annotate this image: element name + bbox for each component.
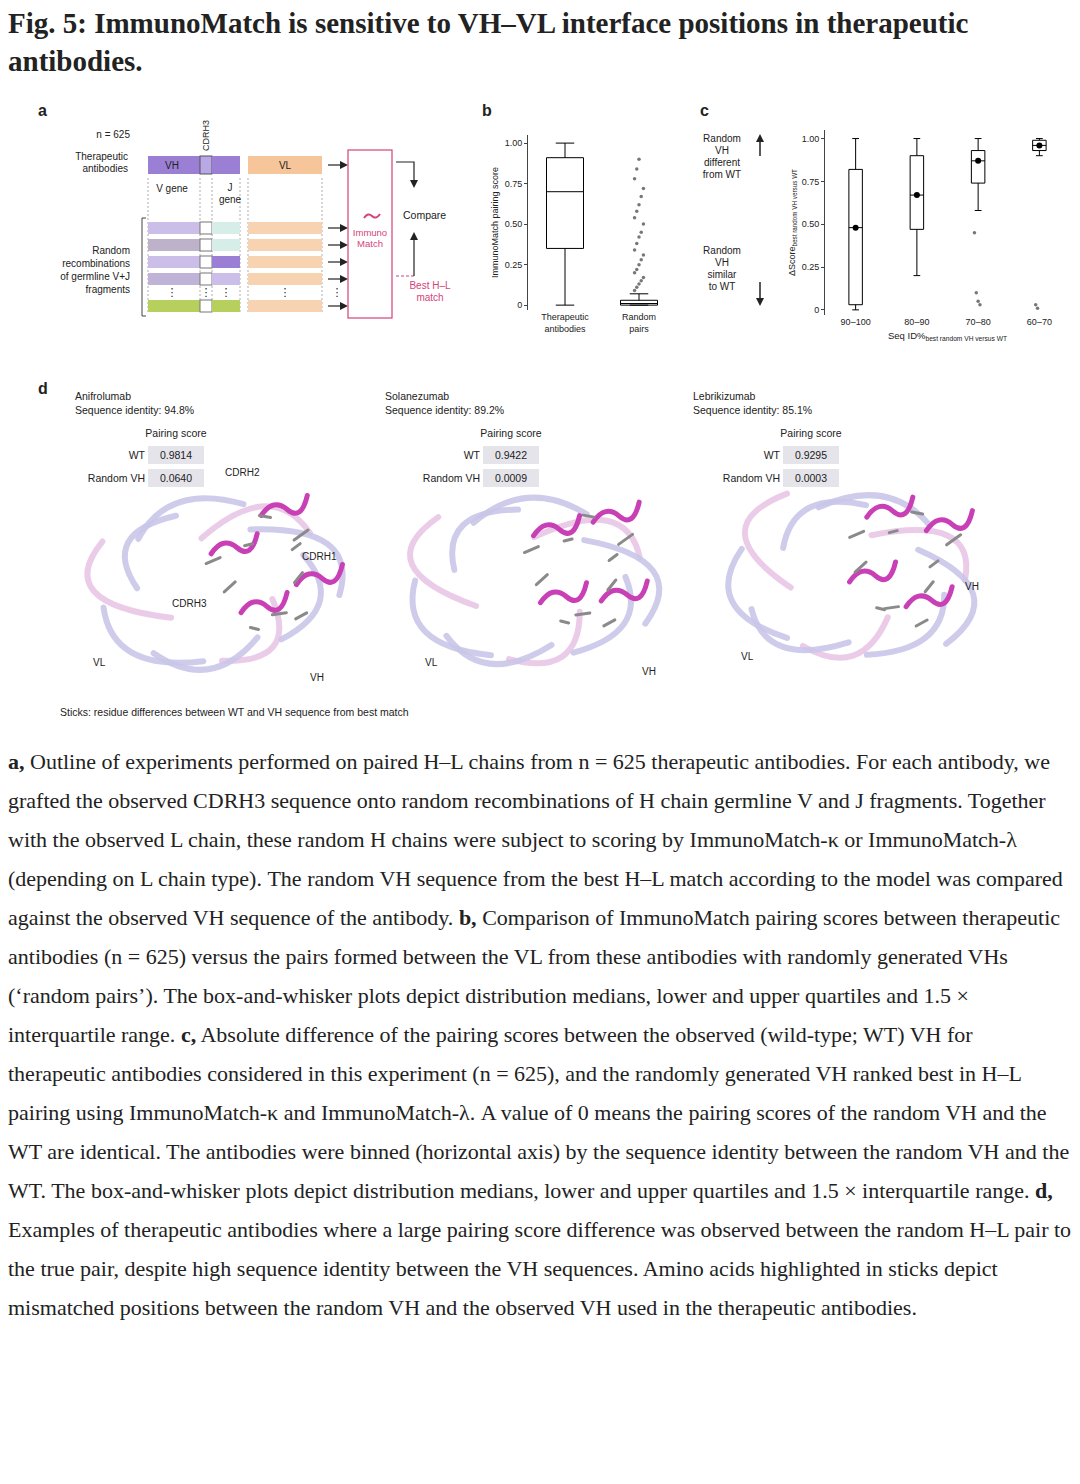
svg-text:Sequence identity: 85.1%: Sequence identity: 85.1%	[693, 404, 812, 416]
svg-text:ImmunoMatch pairing score: ImmunoMatch pairing score	[490, 167, 500, 278]
svg-text:Immuno: Immuno	[353, 227, 387, 238]
svg-text:Therapeutic: Therapeutic	[75, 151, 128, 162]
svg-text:Compare: Compare	[403, 209, 446, 221]
html-text:a, Outline of experiments perf: a, Outline of experiments performed on p…	[8, 749, 1070, 1203]
svg-text:0.0003: 0.0003	[795, 472, 827, 484]
svg-text:⋮: ⋮	[280, 286, 291, 298]
svg-text:Lebrikizumab: Lebrikizumab	[693, 390, 756, 402]
svg-text:0.50: 0.50	[802, 219, 820, 229]
svg-text:VH: VH	[715, 257, 729, 268]
svg-text:similar: similar	[708, 269, 738, 280]
svg-text:VL: VL	[741, 651, 754, 662]
svg-text:WT: WT	[464, 449, 481, 461]
svg-text:to WT: to WT	[709, 281, 736, 292]
svg-text:⋮: ⋮	[332, 286, 343, 298]
svg-text:antibodies: antibodies	[82, 163, 128, 174]
svg-text:70–80: 70–80	[966, 317, 991, 327]
svg-text:⋮: ⋮	[221, 286, 232, 298]
svg-text:0.9814: 0.9814	[160, 449, 192, 461]
svg-text:a: a	[38, 102, 47, 119]
svg-text:Best H–L: Best H–L	[409, 280, 451, 291]
svg-text:n = 625: n = 625	[96, 129, 130, 140]
svg-text:of germline V+J: of germline V+J	[60, 271, 130, 282]
svg-text:60–70: 60–70	[1027, 317, 1052, 327]
svg-text:CDRH2: CDRH2	[225, 467, 260, 478]
svg-text:from WT: from WT	[703, 169, 741, 180]
svg-text:Therapeuticantibodies: Therapeuticantibodies	[541, 312, 589, 334]
svg-text:Random VH: Random VH	[88, 472, 145, 484]
svg-text:0.25: 0.25	[505, 260, 523, 270]
svg-text:Seq ID%​best random VH versus: Seq ID%​best random VH versus WT​	[888, 330, 1007, 342]
svg-text:Random: Random	[703, 245, 741, 256]
svg-text:J: J	[228, 182, 233, 193]
svg-text:0: 0	[517, 300, 522, 310]
svg-text:1.00: 1.00	[802, 134, 820, 144]
html-text:Examples of therapeutic antibo: Examples of therapeutic antibodies where…	[8, 1217, 1072, 1320]
svg-text:CDRH1: CDRH1	[302, 551, 337, 562]
svg-text:Randompairs: Randompairs	[622, 312, 656, 334]
svg-text:Sticks: residue differences be: Sticks: residue differences between WT a…	[60, 706, 409, 718]
svg-text:WT: WT	[129, 449, 146, 461]
svg-text:0.0640: 0.0640	[160, 472, 192, 484]
svg-text:⋮: ⋮	[167, 286, 178, 298]
svg-text:Random VH: Random VH	[723, 472, 780, 484]
svg-text:Pairing score: Pairing score	[780, 427, 841, 439]
svg-text:Random VH: Random VH	[423, 472, 480, 484]
svg-text:VL: VL	[425, 657, 438, 668]
svg-text:0.0009: 0.0009	[495, 472, 527, 484]
svg-text:0.75: 0.75	[802, 177, 820, 187]
svg-text:0.75: 0.75	[505, 179, 523, 189]
svg-text:ΔScore​best random VH versus W: ΔScore​best random VH versus WT​	[787, 169, 798, 276]
svg-text:c: c	[700, 102, 709, 119]
svg-text:Random: Random	[92, 245, 130, 256]
svg-text:VH: VH	[165, 160, 179, 171]
svg-text:90–100: 90–100	[841, 317, 871, 327]
svg-text:0.9295: 0.9295	[795, 449, 827, 461]
svg-text:Solanezumab: Solanezumab	[385, 390, 449, 402]
svg-text:b: b	[482, 102, 492, 119]
svg-text:recombinations: recombinations	[62, 258, 130, 269]
svg-text:V gene: V gene	[156, 183, 188, 194]
svg-text:different: different	[704, 157, 740, 168]
svg-text:1.00: 1.00	[505, 138, 523, 148]
svg-text:Pairing score: Pairing score	[480, 427, 541, 439]
svg-text:VL: VL	[93, 657, 106, 668]
svg-text:⋮: ⋮	[201, 286, 212, 298]
svg-text:d: d	[38, 380, 48, 397]
svg-text:VH: VH	[965, 581, 979, 592]
svg-text:80–90: 80–90	[904, 317, 929, 327]
svg-text:0.25: 0.25	[802, 262, 820, 272]
svg-text:fragments: fragments	[86, 284, 130, 295]
svg-text:WT: WT	[764, 449, 781, 461]
svg-text:Sequence identity: 89.2%: Sequence identity: 89.2%	[385, 404, 504, 416]
svg-text:VH: VH	[715, 145, 729, 156]
svg-text:VL: VL	[279, 160, 292, 171]
svg-text:VH: VH	[642, 666, 656, 677]
svg-text:match: match	[416, 292, 443, 303]
svg-text:VH: VH	[310, 672, 324, 683]
svg-text:Random: Random	[703, 133, 741, 144]
svg-text:gene: gene	[219, 194, 242, 205]
svg-text:CDRH3: CDRH3	[201, 120, 211, 151]
html-text:Fig. 5: ImmunoMatch is sensiti: Fig. 5: ImmunoMatch is sensitive to VH–V…	[8, 7, 969, 77]
svg-text:Pairing score: Pairing score	[145, 427, 206, 439]
svg-text:CDRH3: CDRH3	[172, 598, 207, 609]
svg-text:Sequence identity: 94.8%: Sequence identity: 94.8%	[75, 404, 194, 416]
svg-text:Match: Match	[357, 238, 383, 249]
svg-text:0.9422: 0.9422	[495, 449, 527, 461]
svg-text:Anifrolumab: Anifrolumab	[75, 390, 131, 402]
svg-text:0: 0	[814, 305, 819, 315]
svg-text:0.50: 0.50	[505, 219, 523, 229]
